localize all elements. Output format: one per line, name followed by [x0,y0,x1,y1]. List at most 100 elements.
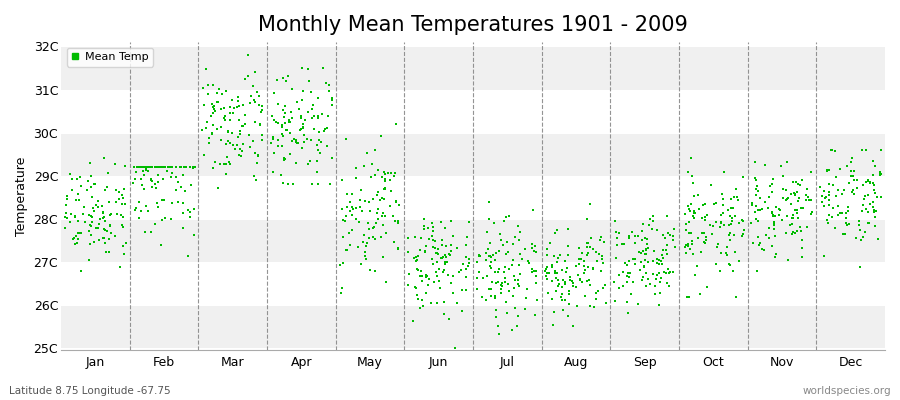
Point [488,293,502,300]
Point [143,164,157,170]
Point [282,117,296,124]
Point [507,284,521,291]
Point [413,267,428,274]
Bar [61,219,885,262]
Point [195,126,210,133]
Point [248,118,262,125]
Point [435,254,449,261]
Point [577,258,591,264]
Point [793,224,807,230]
Point [854,147,868,153]
Point [419,243,434,250]
Point [724,215,739,221]
Point [642,222,656,229]
Point [494,286,508,292]
Point [177,164,192,170]
Point [228,146,242,153]
Point [137,164,151,170]
Point [548,230,562,236]
Point [110,211,124,218]
Point [562,274,577,280]
Point [187,164,202,170]
Point [118,201,132,207]
Point [868,187,882,193]
Point [271,120,285,126]
Point [822,202,836,208]
Point [271,101,285,107]
Point [822,192,836,198]
Point [752,207,766,214]
Point [88,224,103,231]
Point [637,262,652,269]
Point [660,242,674,248]
Point [502,288,517,294]
Point [168,186,183,193]
Point [846,173,860,180]
Legend: Mean Temp: Mean Temp [67,48,154,66]
Point [204,100,219,107]
Point [766,176,780,182]
Point [554,290,569,297]
Point [858,193,872,199]
Point [795,254,809,260]
Point [508,273,522,280]
Point [550,258,564,265]
Bar [61,305,885,348]
Point [593,237,608,243]
Point [74,230,88,237]
Point [442,316,456,322]
Point [831,203,845,210]
Point [708,261,723,268]
Point [252,93,266,100]
Point [826,182,841,188]
Point [408,234,422,240]
Point [873,171,887,177]
Point [271,137,285,144]
Point [444,242,458,248]
Point [636,221,651,227]
Point [459,274,473,280]
Point [723,237,737,244]
Point [248,96,262,103]
Point [787,212,801,218]
Point [597,239,611,246]
Point [623,270,637,276]
Point [320,143,334,149]
Point [859,147,873,153]
Point [705,231,719,237]
Point [547,253,562,259]
Point [104,210,118,217]
Point [548,269,562,276]
Point [284,138,299,144]
Point [218,113,232,119]
Point [382,177,397,184]
Point [70,230,85,237]
Point [102,249,116,255]
Point [140,168,155,174]
Point [428,268,443,275]
Point [691,206,706,212]
Point [842,221,856,228]
Point [562,301,576,308]
Point [696,202,710,208]
Point [555,284,570,290]
Point [99,228,113,234]
Point [648,283,662,289]
Point [294,145,309,151]
Point [662,283,676,289]
Point [391,246,405,252]
Point [765,243,779,249]
Point [71,197,86,203]
Point [581,277,596,284]
Point [805,210,819,217]
Point [452,269,466,276]
Point [248,177,263,184]
Point [359,243,374,249]
Point [439,259,454,266]
Point [748,209,762,215]
Point [475,275,490,281]
Point [687,215,701,221]
Point [97,235,112,241]
Point [638,270,652,276]
Point [874,171,888,177]
